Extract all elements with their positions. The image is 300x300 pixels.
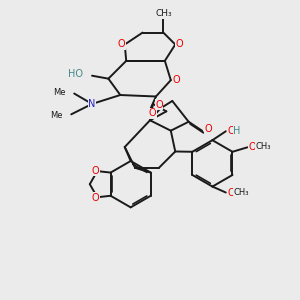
Text: Me: Me: [50, 111, 62, 120]
Text: O: O: [148, 108, 156, 118]
Text: O: O: [227, 188, 235, 197]
Text: O: O: [117, 40, 125, 50]
Text: CH₃: CH₃: [255, 142, 271, 151]
Text: O: O: [176, 40, 184, 50]
Text: O: O: [173, 75, 181, 85]
Text: O: O: [155, 100, 163, 110]
Text: O: O: [227, 126, 235, 136]
Text: O: O: [205, 124, 212, 134]
Text: CH₃: CH₃: [155, 9, 172, 18]
Text: O: O: [92, 193, 100, 203]
Text: O: O: [249, 142, 256, 152]
Text: CH₃: CH₃: [233, 188, 249, 197]
Text: N: N: [88, 99, 96, 109]
Text: O: O: [92, 166, 100, 176]
Text: Me: Me: [53, 88, 65, 97]
Text: H: H: [233, 126, 241, 136]
Text: HO: HO: [68, 69, 82, 79]
